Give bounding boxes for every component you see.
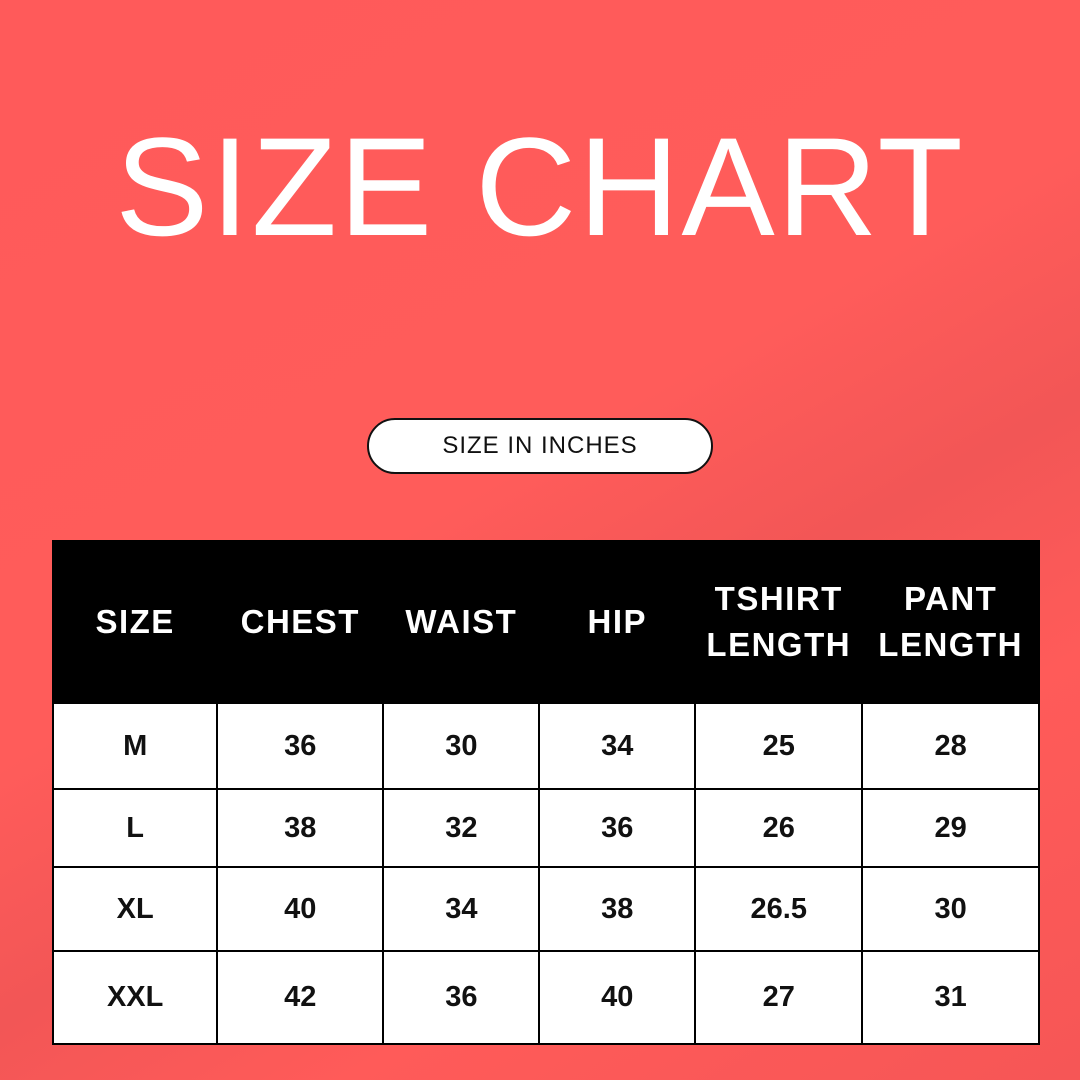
table-cell: 36 [216,702,385,790]
table-cell: 26.5 [694,866,864,952]
table-cell: 38 [538,866,697,952]
table-cell: XL [51,866,219,952]
table-cell: XXL [51,950,219,1045]
column-header: PANT LENGTH [861,540,1040,704]
table-cell: 40 [538,950,697,1045]
table-cell: 36 [382,950,541,1045]
table-row: XXL 42 36 40 27 31 [51,950,1040,1045]
column-header: WAIST [382,540,541,704]
unit-label: SIZE IN INCHES [442,432,638,459]
table-row: M 36 30 34 25 28 [51,702,1040,790]
column-header: TSHIRT LENGTH [694,540,864,704]
table-cell: 30 [861,866,1040,952]
table-cell: 32 [382,788,541,868]
table-cell: 26 [694,788,864,868]
table-cell: 38 [216,788,385,868]
table-cell: 36 [538,788,697,868]
table-row: XL 40 34 38 26.5 30 [51,866,1040,952]
size-table: SIZE CHEST WAIST HIP TSHIRT LENGTH PANT LENGTH … [51,540,1040,1045]
table-cell: 34 [538,702,697,790]
unit-badge: SIZE IN INCHES [367,418,713,474]
column-header: CHEST [216,540,385,704]
table-cell: 40 [216,866,385,952]
table-cell: 34 [382,866,541,952]
table-cell: 27 [694,950,864,1045]
table-cell: 25 [694,702,864,790]
table-cell: 29 [861,788,1040,868]
table-cell: 28 [861,702,1040,790]
table-cell: M [51,702,219,790]
table-cell: 42 [216,950,385,1045]
page-title: SIZE CHART [115,108,965,265]
table-row: L 38 32 36 26 29 [51,788,1040,868]
header-row: SIZE CHEST WAIST HIP TSHIRT LENGTH PANT LENGTH [51,540,1040,704]
column-header: SIZE [51,540,219,704]
table-cell: 30 [382,702,541,790]
table-cell: 31 [861,950,1040,1045]
table-cell: L [51,788,219,868]
column-header: HIP [538,540,697,704]
